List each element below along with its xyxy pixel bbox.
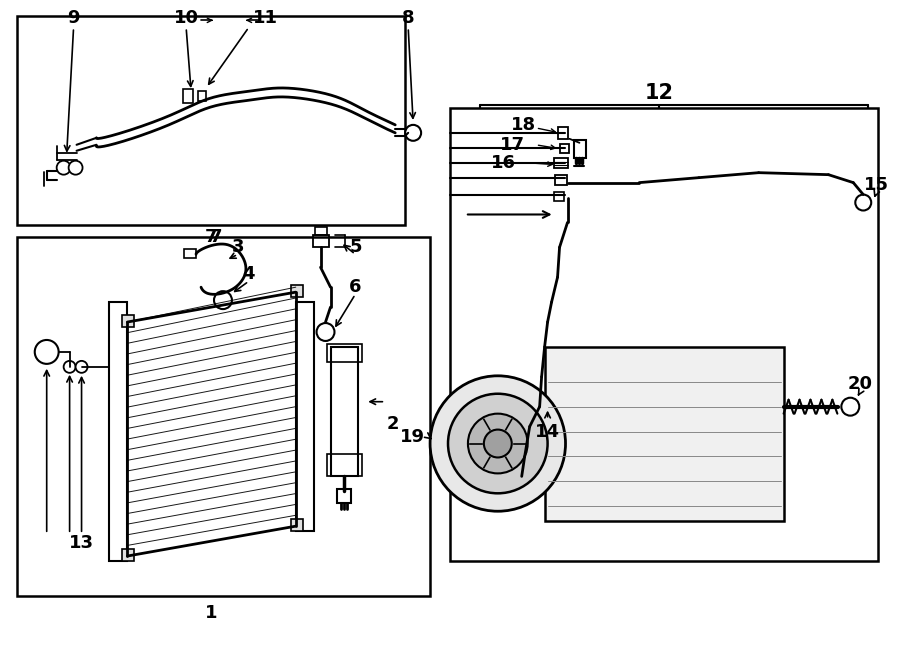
Bar <box>554 175 566 185</box>
Circle shape <box>68 161 83 175</box>
Circle shape <box>35 340 58 364</box>
Circle shape <box>484 430 512 457</box>
Circle shape <box>317 323 335 341</box>
Text: 2: 2 <box>387 414 400 432</box>
Bar <box>574 140 587 158</box>
Bar <box>122 549 134 561</box>
Text: 12: 12 <box>644 83 673 103</box>
Text: 16: 16 <box>491 154 517 171</box>
Text: 5: 5 <box>349 238 362 256</box>
Circle shape <box>448 394 547 493</box>
Bar <box>450 108 878 561</box>
Bar <box>122 315 134 327</box>
Bar <box>327 455 363 477</box>
Circle shape <box>842 398 859 416</box>
Bar <box>544 347 784 521</box>
Text: 15: 15 <box>864 175 888 193</box>
Text: 3: 3 <box>231 238 244 256</box>
Bar <box>560 144 570 153</box>
Text: 8: 8 <box>402 9 415 27</box>
Bar <box>327 344 363 362</box>
Circle shape <box>405 125 421 141</box>
Bar <box>183 89 194 103</box>
Bar <box>554 158 568 167</box>
Text: 10: 10 <box>174 9 199 27</box>
Bar <box>296 302 313 531</box>
Circle shape <box>64 361 76 373</box>
Circle shape <box>76 361 87 373</box>
Text: 19: 19 <box>400 428 425 446</box>
Bar <box>338 489 351 503</box>
Bar <box>184 250 196 258</box>
Text: 7: 7 <box>210 228 222 246</box>
Circle shape <box>468 414 527 473</box>
Bar <box>291 519 302 531</box>
Circle shape <box>546 406 559 418</box>
Text: 9: 9 <box>68 9 80 27</box>
Circle shape <box>214 291 232 309</box>
Text: 13: 13 <box>69 534 94 552</box>
Text: 14: 14 <box>536 422 560 441</box>
Bar <box>554 191 563 201</box>
Text: 11: 11 <box>253 9 278 27</box>
Text: 6: 6 <box>349 278 362 296</box>
Bar <box>291 285 302 297</box>
Text: 20: 20 <box>848 375 873 393</box>
Circle shape <box>536 406 547 418</box>
Circle shape <box>430 376 565 511</box>
Bar <box>110 302 128 561</box>
Bar <box>17 238 430 596</box>
Text: 7: 7 <box>205 228 217 246</box>
Bar <box>557 127 568 139</box>
Text: 17: 17 <box>500 136 526 154</box>
Bar <box>198 91 206 101</box>
Circle shape <box>57 161 70 175</box>
Bar <box>312 236 328 248</box>
Text: 4: 4 <box>243 265 255 283</box>
Circle shape <box>855 195 871 211</box>
Text: 18: 18 <box>511 116 536 134</box>
Text: 1: 1 <box>205 604 217 622</box>
Bar <box>330 347 358 477</box>
Bar <box>17 17 405 226</box>
Bar <box>315 228 327 236</box>
